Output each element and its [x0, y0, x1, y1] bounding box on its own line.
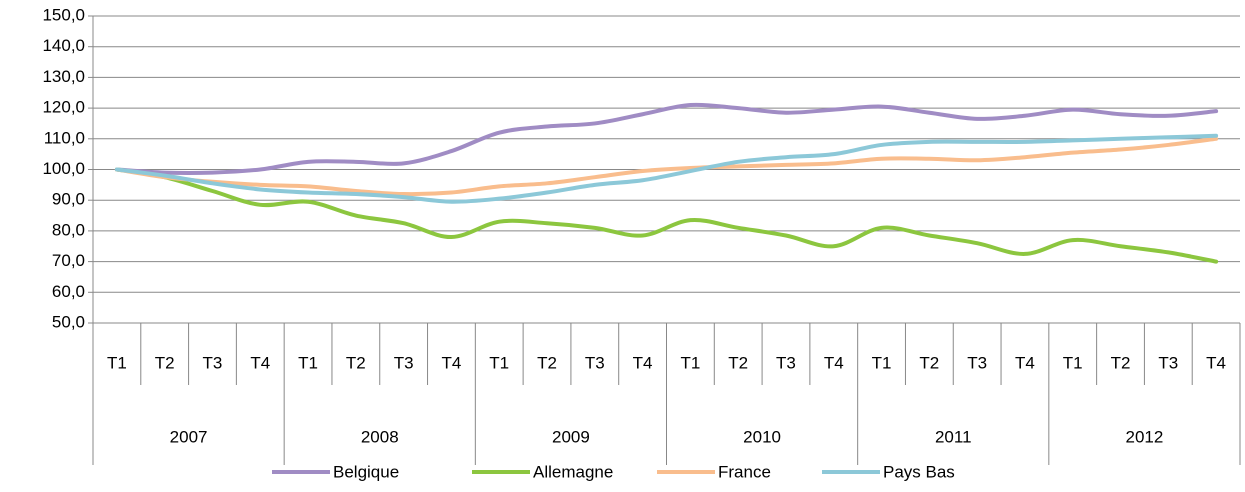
- x-tick-label: T3: [1158, 353, 1178, 372]
- x-tick-label: T3: [585, 353, 605, 372]
- x-tick-label: T2: [1111, 353, 1131, 372]
- x-tick-label: T4: [250, 353, 270, 372]
- x-tick-label: T4: [1015, 353, 1035, 372]
- series-line: [114, 136, 1219, 197]
- x-tick-label: T4: [824, 353, 844, 372]
- x-tick-label: T1: [107, 353, 127, 372]
- legend-label: France: [718, 462, 771, 481]
- y-tick-label: 140,0: [42, 36, 85, 55]
- x-group-label: 2007: [170, 427, 208, 446]
- x-tick-label: T3: [967, 353, 987, 372]
- y-tick-label: 50,0: [52, 312, 85, 331]
- x-tick-label: T4: [1206, 353, 1226, 372]
- y-tick-label: 150,0: [42, 5, 85, 24]
- x-group-label: 2011: [935, 427, 972, 446]
- y-tick-label: 70,0: [52, 251, 85, 270]
- x-group-label: 2012: [1126, 427, 1164, 446]
- series-line: [114, 133, 1219, 204]
- x-group-label: 2009: [552, 427, 590, 446]
- y-tick-label: 110,0: [44, 128, 85, 147]
- x-tick-label: T2: [919, 353, 939, 372]
- x-group-label: 2008: [361, 427, 399, 446]
- series-line: [114, 167, 1219, 264]
- legend-label: Allemagne: [533, 462, 613, 481]
- y-tick-label: 80,0: [52, 220, 85, 239]
- x-tick-label: T4: [633, 353, 653, 372]
- x-tick-label: T4: [442, 353, 462, 372]
- x-tick-label: T2: [728, 353, 748, 372]
- x-tick-label: T1: [1063, 353, 1083, 372]
- y-tick-label: 130,0: [42, 67, 85, 86]
- y-tick-label: 100,0: [42, 159, 85, 178]
- y-tick-label: 120,0: [42, 98, 85, 117]
- y-tick-label: 60,0: [52, 282, 85, 301]
- x-tick-label: T2: [537, 353, 557, 372]
- x-tick-label: T1: [489, 353, 509, 372]
- x-tick-label: T3: [203, 353, 223, 372]
- x-tick-label: T3: [394, 353, 414, 372]
- x-tick-label: T1: [298, 353, 318, 372]
- legend-label: Belgique: [333, 462, 399, 481]
- x-group-label: 2010: [743, 427, 781, 446]
- y-tick-label: 90,0: [52, 190, 85, 209]
- x-tick-label: T1: [680, 353, 700, 372]
- x-tick-label: T2: [155, 353, 175, 372]
- x-tick-label: T1: [872, 353, 892, 372]
- legend-label: Pays Bas: [883, 462, 955, 481]
- x-tick-label: T2: [346, 353, 366, 372]
- x-tick-label: T3: [776, 353, 796, 372]
- series-line: [114, 102, 1219, 175]
